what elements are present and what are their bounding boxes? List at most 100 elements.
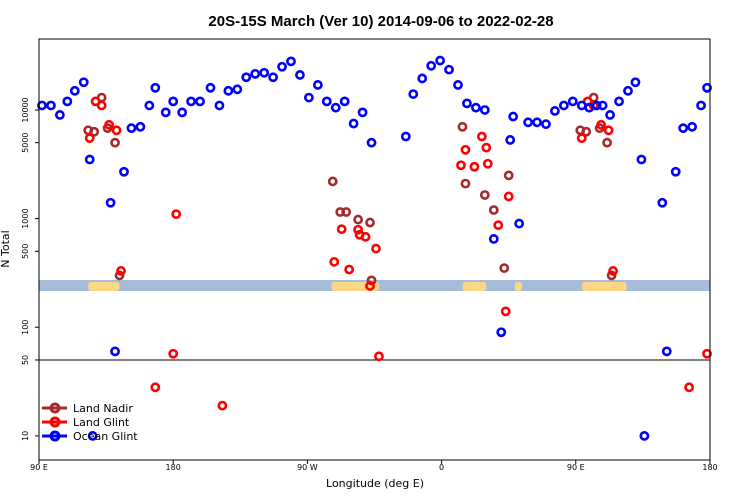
land-mask-segment: [88, 282, 120, 291]
data-point: [168, 96, 179, 107]
data-point: [488, 234, 499, 244]
data-point: [605, 110, 615, 120]
series-land-glint: [84, 96, 712, 411]
data-point: [171, 209, 182, 220]
data-point: [481, 142, 492, 153]
data-point: [636, 154, 647, 165]
data-point: [105, 197, 116, 208]
data-point: [567, 96, 578, 107]
data-point: [126, 123, 137, 134]
data-point: [241, 72, 252, 83]
data-point: [205, 82, 216, 93]
data-point: [523, 117, 533, 128]
data-point: [426, 60, 437, 71]
data-point: [312, 80, 323, 90]
data-point: [584, 102, 595, 113]
data-point: [96, 100, 107, 111]
data-point: [417, 73, 428, 84]
data-point: [329, 256, 340, 267]
data-point: [503, 170, 514, 181]
x-tick-label: 180: [166, 463, 181, 472]
data-point: [250, 68, 261, 79]
y-tick-label: 1000: [21, 208, 30, 228]
data-point: [160, 107, 171, 118]
legend: Land Nadir Land Glint Ocean Glint: [42, 402, 138, 443]
data-point: [46, 100, 56, 111]
legend-label-ocean-glint: Ocean Glint: [73, 430, 138, 443]
data-point: [400, 131, 411, 142]
data-point: [488, 205, 499, 215]
data-point: [168, 348, 179, 359]
data-point: [144, 100, 155, 111]
data-point: [581, 126, 592, 137]
data-point: [684, 382, 695, 393]
data-point: [353, 224, 363, 235]
data-point: [327, 176, 338, 187]
data-point: [444, 64, 454, 75]
data-point: [177, 107, 188, 118]
data-point: [232, 84, 243, 95]
data-point: [496, 327, 507, 338]
data-point: [217, 400, 228, 411]
data-point: [678, 123, 689, 134]
chart-title: 20S-15S March (Ver 10) 2014-09-06 to 202…: [208, 13, 553, 30]
data-point: [62, 96, 73, 107]
data-point: [470, 102, 481, 113]
data-point: [503, 191, 514, 202]
data-point: [541, 119, 551, 130]
legend-label-land-nadir: Land Nadir: [73, 402, 133, 415]
data-point: [69, 85, 80, 96]
legend-item-land-nadir: Land Nadir: [42, 402, 133, 415]
data-point: [374, 351, 384, 362]
y-axis-label: N Total: [0, 230, 12, 267]
data-point: [479, 105, 490, 115]
data-point: [457, 121, 468, 132]
data-point: [550, 106, 560, 116]
y-tick-label: 5000: [21, 132, 30, 152]
x-axis-label: Longitude (deg E): [326, 477, 424, 490]
data-point: [295, 70, 305, 80]
data-point: [116, 266, 126, 276]
data-point: [84, 133, 95, 144]
x-tick-label: 90 W: [297, 463, 318, 472]
x-axis: 90 E 180 90 W 0 90 E 180: [30, 460, 718, 472]
data-point: [110, 137, 120, 148]
data-point: [330, 102, 341, 113]
y-tick-label: 50: [21, 355, 30, 365]
data-point: [505, 135, 516, 145]
x-tick-label: 180: [702, 463, 717, 472]
data-point: [670, 166, 681, 177]
legend-label-land-glint: Land Glint: [73, 416, 130, 429]
data-point: [78, 77, 89, 88]
legend-item-land-glint: Land Glint: [42, 416, 130, 429]
data-point: [348, 118, 359, 129]
data-point: [135, 121, 146, 132]
data-point: [371, 243, 381, 254]
data-point: [558, 100, 569, 111]
data-point: [508, 111, 519, 122]
data-point: [54, 110, 65, 120]
data-point: [493, 220, 504, 231]
data-point: [702, 82, 712, 93]
data-point: [336, 224, 347, 235]
data-point: [357, 107, 368, 118]
data-point: [150, 382, 161, 393]
data-point: [119, 166, 129, 177]
data-point: [576, 100, 587, 111]
data-point: [435, 55, 446, 66]
plot-frame: [38, 38, 711, 461]
data-point: [353, 214, 363, 225]
data-point: [408, 89, 419, 99]
data-point: [460, 178, 471, 189]
data-point: [104, 119, 114, 130]
data-point: [469, 161, 480, 172]
data-point: [623, 85, 633, 96]
data-point: [500, 306, 511, 317]
data-point: [150, 82, 161, 93]
data-point: [460, 144, 471, 155]
data-point: [661, 346, 672, 357]
data-point: [696, 100, 706, 111]
data-point: [268, 72, 279, 83]
y-tick-label: 10: [21, 431, 30, 441]
